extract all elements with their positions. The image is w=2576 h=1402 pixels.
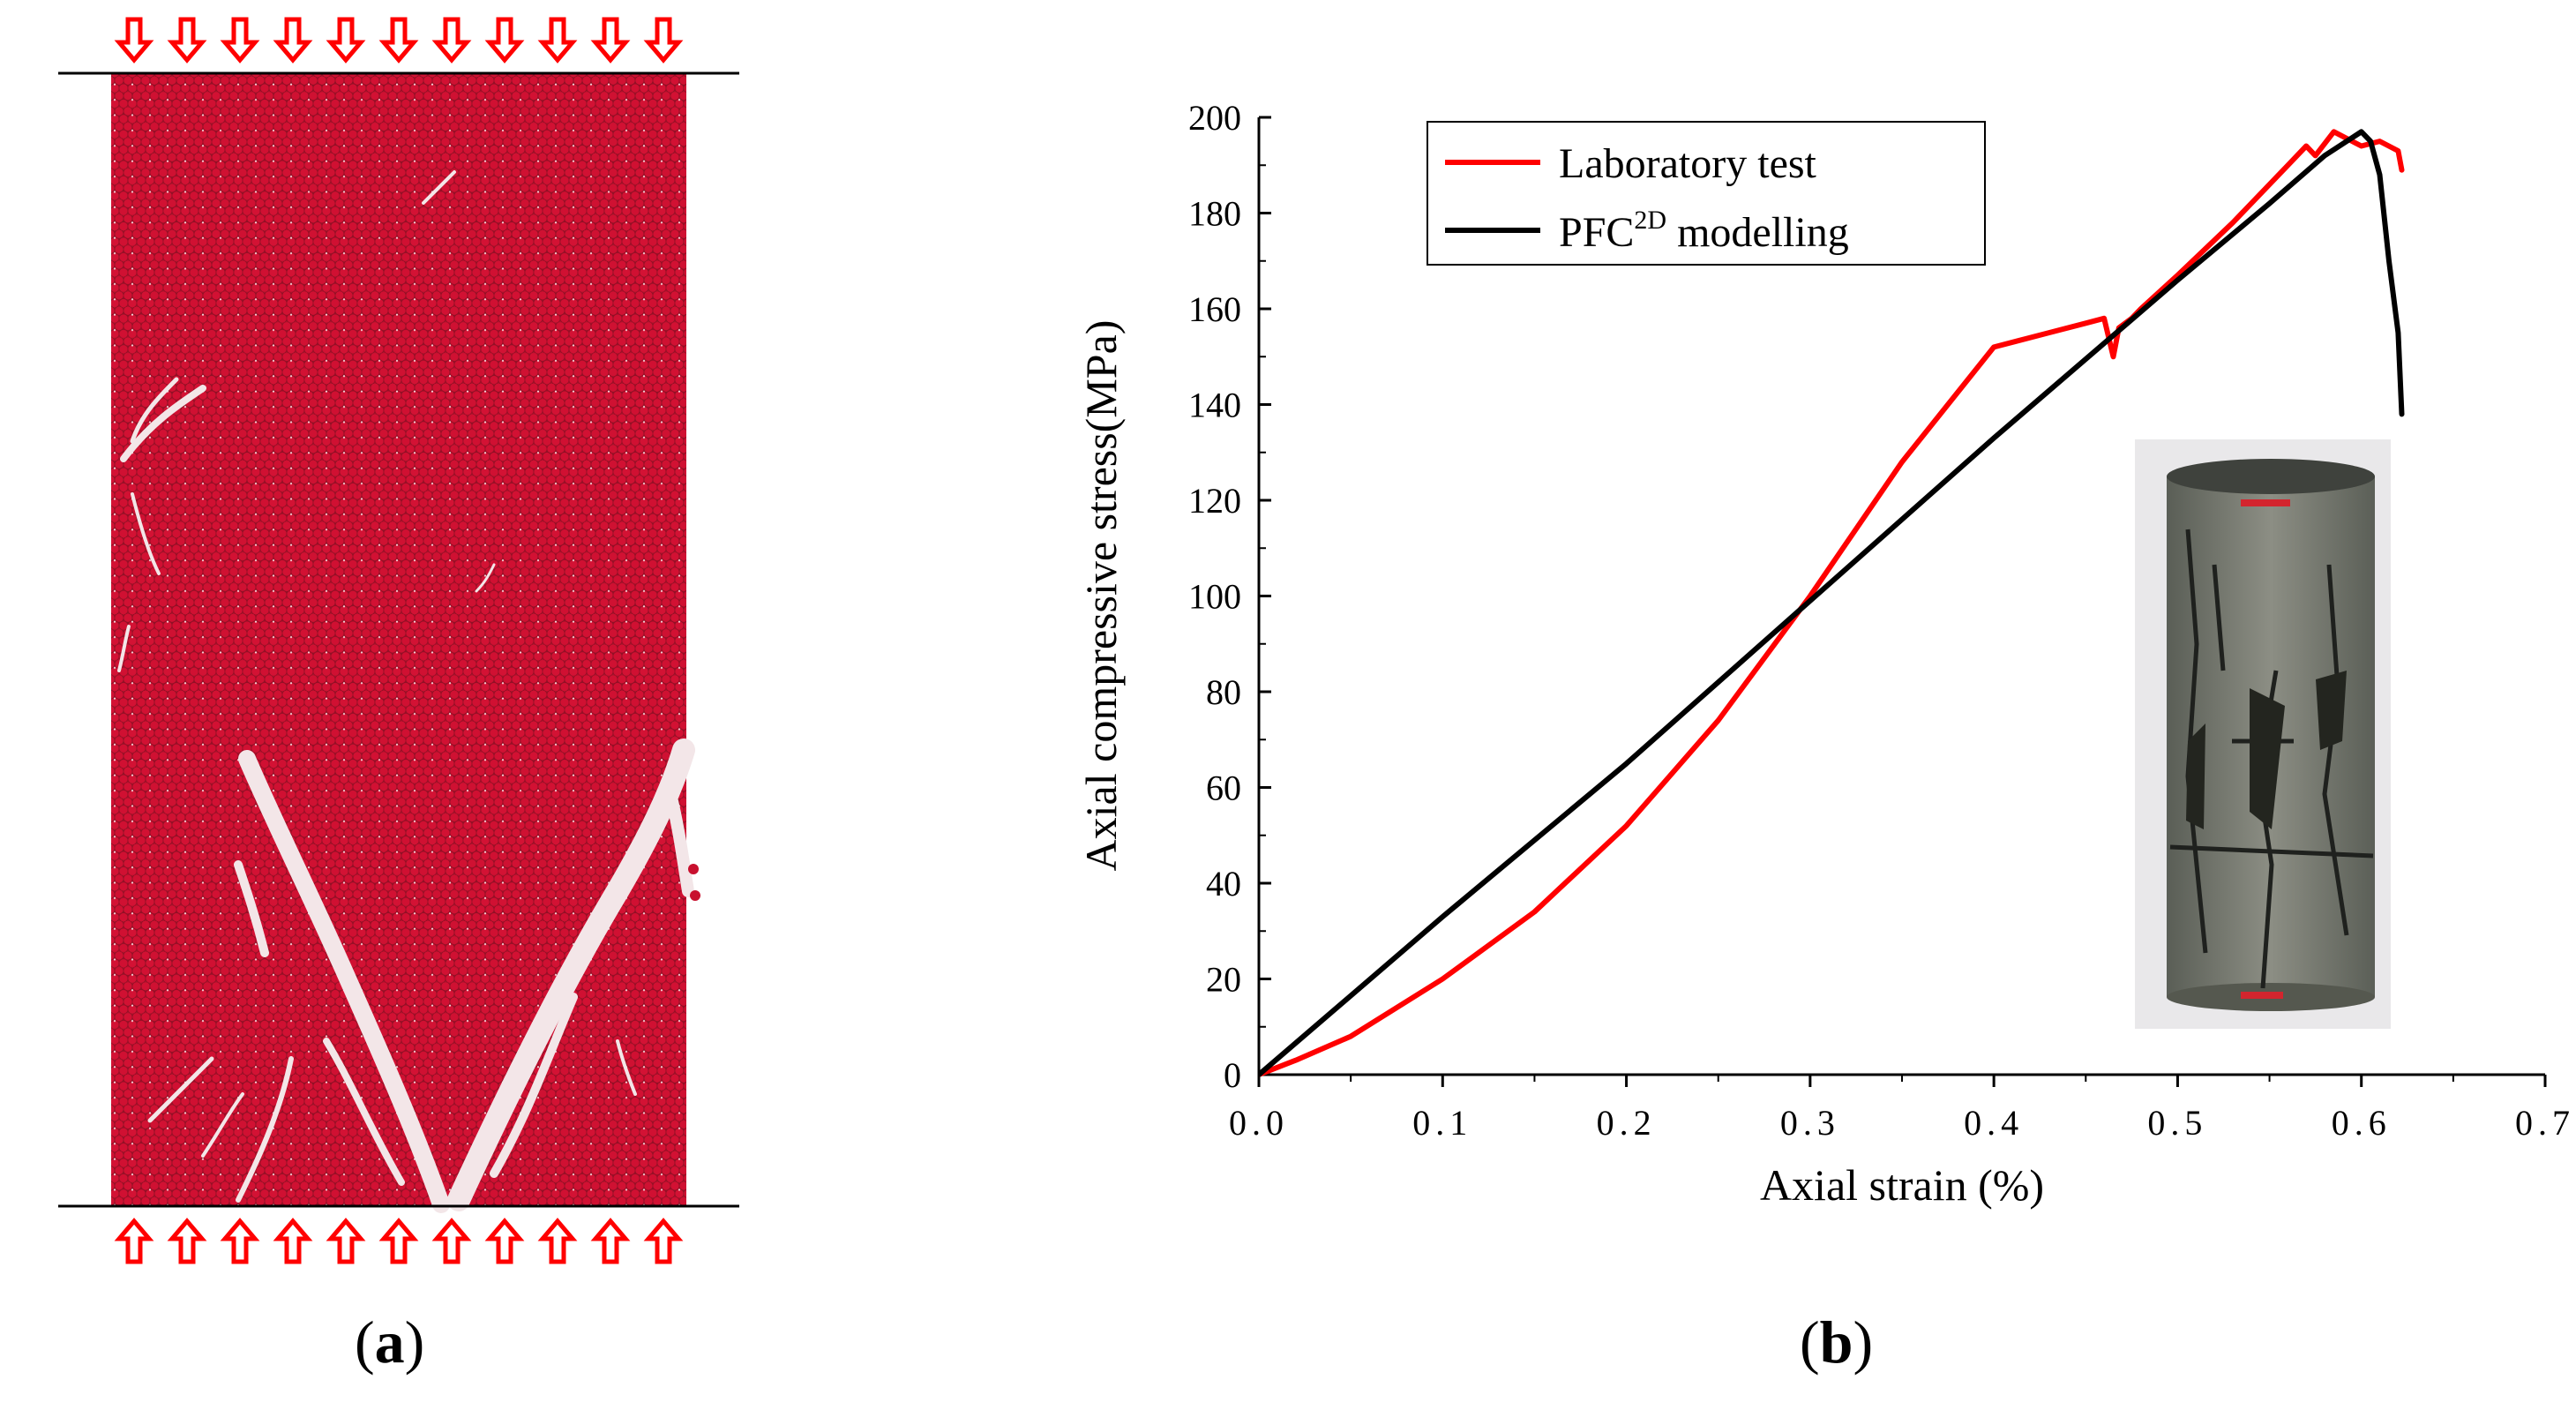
y-tick-label: 20	[1206, 960, 1241, 1000]
bottom-loading-arrow-2	[167, 1218, 207, 1264]
x-tick-label: 0.2	[1597, 1103, 1657, 1143]
x-tick-label: 0.7	[2515, 1103, 2575, 1143]
x-tick-label: 0.5	[2147, 1103, 2207, 1143]
legend: Laboratory test PFC2D modelling	[1427, 121, 1986, 266]
top-loading-arrow-1	[114, 17, 154, 64]
y-tick-label: 40	[1206, 864, 1241, 903]
bottom-loading-arrow-3	[220, 1218, 260, 1264]
top-loading-arrow-2	[167, 17, 207, 64]
legend-pfc-suffix: modelling	[1666, 209, 1849, 256]
bottom-loading-arrow-9	[537, 1218, 578, 1264]
y-tick-label: 160	[1188, 289, 1241, 329]
specimen-photo-inset	[2135, 439, 2391, 1029]
top-loading-arrow-9	[537, 17, 578, 64]
panel-b-label: (b)	[1800, 1308, 1874, 1376]
series-line-laboratory-test	[1259, 129, 2405, 1077]
specimen-body	[111, 73, 686, 1206]
y-tick-label: 80	[1206, 672, 1241, 712]
bottom-loading-arrow-6	[378, 1218, 419, 1264]
top-loading-arrows	[114, 17, 684, 64]
legend-pfc-base: PFC	[1559, 209, 1634, 256]
top-loading-arrow-11	[643, 17, 684, 64]
legend-pfc-superscript: 2D	[1634, 206, 1666, 235]
panel-a-label: (a)	[355, 1308, 425, 1376]
bottom-loading-arrow-8	[484, 1218, 525, 1264]
y-tick-label: 120	[1188, 481, 1241, 521]
x-tick-label: 0.1	[1412, 1103, 1472, 1143]
top-loading-arrow-10	[590, 17, 631, 64]
x-tick-label: 0.4	[1964, 1103, 2024, 1143]
top-loading-arrow-3	[220, 17, 260, 64]
fracture-bands	[117, 170, 695, 1213]
pfc-specimen-panel	[58, 17, 739, 1264]
bottom-loading-arrows	[114, 1218, 684, 1264]
top-loading-arrow-8	[484, 17, 525, 64]
bottom-loading-arrow-1	[114, 1218, 154, 1264]
y-tick-label: 60	[1206, 768, 1241, 808]
x-tick-label: 0.0	[1229, 1103, 1289, 1143]
y-tick-label: 0	[1224, 1055, 1241, 1095]
y-tick-label: 100	[1188, 577, 1241, 617]
x-tick-label: 0.6	[2332, 1103, 2392, 1143]
x-tick-label: 0.3	[1780, 1103, 1840, 1143]
axis-ticks	[1257, 116, 2547, 1087]
y-tick-label: 200	[1188, 98, 1241, 138]
x-axis-label: Axial strain (%)	[1760, 1160, 2044, 1210]
bottom-loading-arrow-4	[273, 1218, 313, 1264]
y-tick-label: 140	[1188, 386, 1241, 425]
y-tick-labels: 0 20 40 60 80 100 120 140 160 180 200	[1188, 98, 1241, 1095]
x-tick-labels: 0.0 0.1 0.2 0.3 0.4 0.5 0.6 0.7	[1229, 1103, 2575, 1143]
legend-label-laboratory-test: Laboratory test	[1559, 140, 1817, 187]
series-line-pfc-modelling	[1259, 129, 2405, 1077]
top-loading-arrow-6	[378, 17, 419, 64]
bottom-loading-arrow-11	[643, 1218, 684, 1264]
bottom-loading-arrow-5	[326, 1218, 366, 1264]
legend-label-pfc-modelling: PFC2D modelling	[1559, 206, 1849, 256]
stress-strain-chart: 0.0 0.1 0.2 0.3 0.4 0.5 0.6 0.7 0 20 40 60 80 100 120…	[1076, 98, 2575, 1210]
top-loading-arrow-4	[273, 17, 313, 64]
y-axis-label: Axial compressive stress(MPa)	[1076, 320, 1126, 872]
y-tick-label: 180	[1188, 194, 1241, 234]
top-loading-arrow-5	[326, 17, 366, 64]
bottom-loading-arrow-7	[431, 1218, 472, 1264]
top-loading-arrow-7	[431, 17, 472, 64]
bottom-loading-arrow-10	[590, 1218, 631, 1264]
